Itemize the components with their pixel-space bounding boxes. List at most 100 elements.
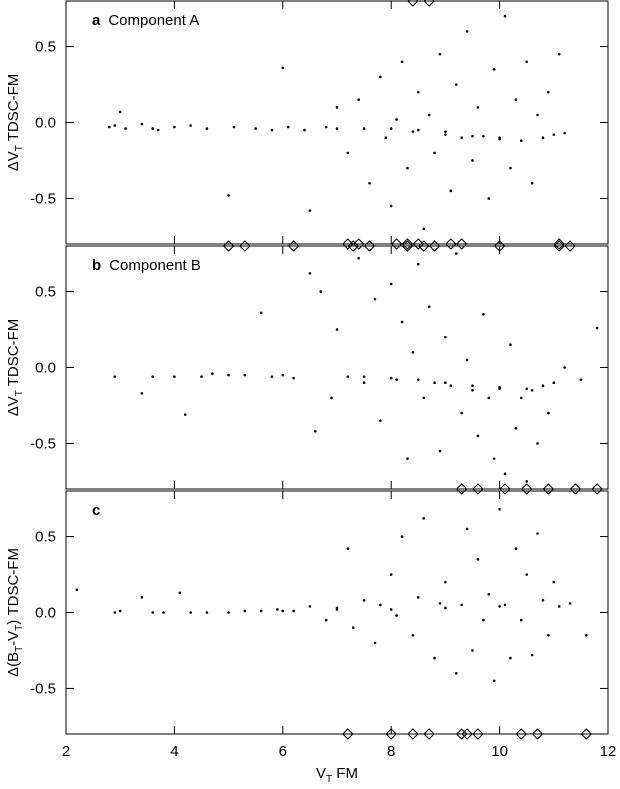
data-point	[568, 602, 572, 605]
data-point	[454, 83, 458, 86]
data-point	[346, 151, 350, 155]
y-axis-label: Δ(BT-VT) TDSC-FM	[5, 548, 25, 677]
y-tick-label: 0.0	[35, 605, 56, 622]
data-point	[151, 611, 155, 614]
data-point	[75, 588, 79, 592]
data-point	[433, 151, 436, 155]
data-point	[449, 189, 453, 193]
data-point	[465, 358, 469, 362]
data-point	[525, 60, 528, 64]
data-point	[514, 426, 518, 430]
data-point	[552, 381, 556, 384]
data-point	[476, 106, 480, 109]
y-tick-label: -0.5	[30, 435, 56, 452]
data-point	[113, 124, 117, 127]
data-point	[503, 603, 507, 607]
data-point	[178, 591, 182, 595]
data-point	[417, 378, 420, 381]
data-point	[270, 375, 274, 378]
data-point	[487, 197, 491, 200]
data-point	[173, 375, 176, 378]
data-point	[422, 517, 426, 520]
data-point	[281, 373, 285, 377]
data-point	[389, 282, 393, 286]
data-point	[476, 558, 480, 561]
data-point	[530, 388, 534, 392]
offscale-marker	[499, 483, 511, 495]
offscale-marker	[461, 728, 473, 740]
data-point	[547, 90, 550, 94]
offscale-marker	[407, 0, 419, 7]
panel-title: Component B	[109, 257, 201, 274]
x-tick-label: 2	[62, 743, 70, 760]
data-point	[324, 618, 328, 622]
data-point	[509, 343, 512, 347]
data-point	[151, 375, 155, 378]
data-point	[514, 98, 518, 102]
data-point	[487, 396, 491, 400]
data-point	[541, 136, 545, 139]
data-point	[319, 290, 323, 293]
data-point	[395, 378, 398, 381]
data-point	[471, 134, 474, 138]
offscale-marker	[591, 483, 603, 495]
data-point	[243, 373, 247, 377]
data-point	[427, 305, 431, 309]
label-part: ΔV	[5, 151, 22, 171]
data-point	[454, 671, 458, 675]
plot-frame	[65, 0, 609, 245]
data-point	[351, 626, 355, 629]
data-point	[530, 653, 534, 657]
data-point	[417, 90, 420, 94]
data-point	[140, 392, 144, 395]
data-point	[563, 366, 566, 369]
data-point	[140, 596, 144, 599]
label-part: ) TDSC-FM	[5, 548, 22, 625]
data-point	[492, 457, 496, 460]
label-part: TDSC-FM	[5, 74, 22, 145]
data-point	[509, 166, 512, 170]
data-point	[292, 609, 295, 613]
data-point	[118, 609, 122, 613]
data-point	[368, 181, 371, 185]
offscale-marker	[520, 483, 533, 495]
data-point	[151, 127, 155, 130]
data-point	[433, 656, 436, 660]
panel-letter: c	[92, 502, 100, 519]
data-point	[471, 384, 474, 388]
offscale-marker	[390, 238, 403, 250]
data-point	[595, 326, 599, 330]
data-point	[308, 272, 312, 275]
data-point	[487, 592, 491, 596]
offscale-marker	[553, 240, 565, 252]
offscale-marker	[342, 238, 354, 250]
data-point	[140, 122, 144, 126]
data-point	[417, 596, 420, 599]
offscale-marker	[342, 728, 354, 740]
y-tick-label: 0.5	[35, 529, 56, 546]
data-point	[536, 532, 539, 535]
data-point	[552, 580, 556, 584]
data-point	[444, 130, 447, 133]
data-point	[362, 599, 366, 602]
data-point	[492, 679, 496, 683]
data-point	[519, 139, 523, 143]
data-point	[227, 194, 230, 197]
data-point	[292, 376, 295, 380]
data-point	[438, 449, 442, 453]
data-point	[232, 125, 236, 129]
data-point	[498, 605, 501, 608]
offscale-marker	[564, 240, 576, 252]
data-point	[227, 373, 230, 377]
data-point	[541, 599, 545, 602]
x-tick-label: 8	[387, 743, 395, 760]
data-point	[379, 603, 382, 607]
data-point	[362, 375, 366, 378]
data-point	[400, 60, 404, 64]
data-point	[454, 252, 458, 255]
data-point	[243, 609, 247, 613]
data-point	[357, 98, 360, 102]
subscript: T	[14, 390, 25, 396]
data-point	[417, 128, 420, 132]
data-point	[411, 633, 415, 637]
